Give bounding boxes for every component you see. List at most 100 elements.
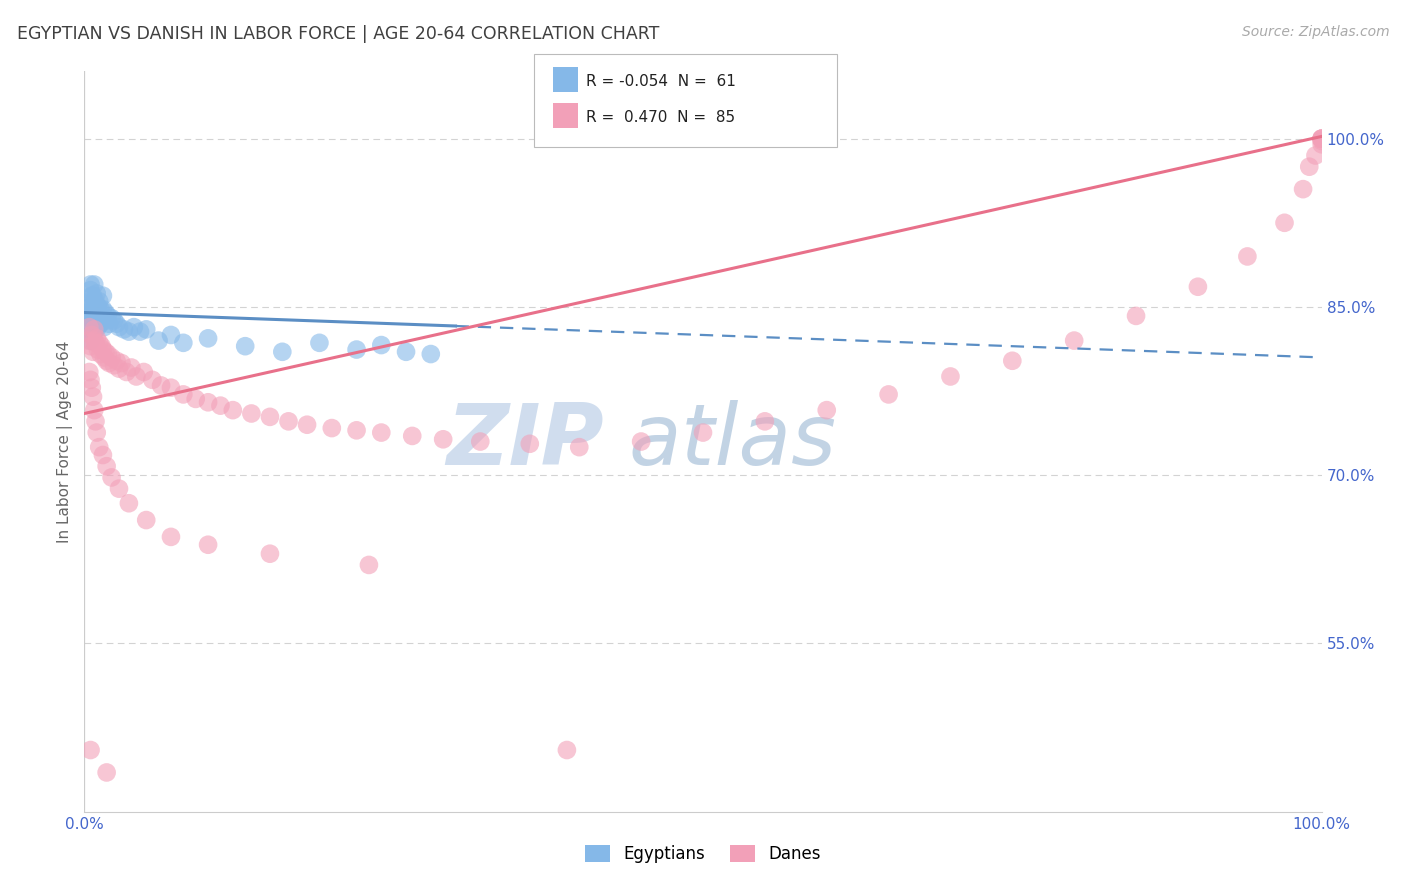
Point bbox=[86, 331, 108, 345]
Point bbox=[77, 317, 100, 331]
Point bbox=[89, 294, 111, 309]
Point bbox=[96, 459, 118, 474]
Point bbox=[432, 432, 454, 446]
Point bbox=[271, 344, 294, 359]
Point bbox=[79, 334, 101, 348]
Point bbox=[79, 277, 101, 292]
Point bbox=[1310, 131, 1333, 145]
Point bbox=[370, 338, 392, 352]
Point bbox=[86, 313, 108, 327]
Point bbox=[470, 434, 492, 449]
Point bbox=[630, 434, 652, 449]
Point bbox=[692, 425, 714, 440]
Point bbox=[118, 325, 141, 339]
Point bbox=[141, 373, 163, 387]
Point bbox=[1292, 182, 1315, 196]
Text: Source: ZipAtlas.com: Source: ZipAtlas.com bbox=[1241, 25, 1389, 39]
Point bbox=[77, 305, 100, 319]
Point bbox=[80, 305, 103, 319]
Point bbox=[108, 482, 131, 496]
Point bbox=[82, 344, 104, 359]
Point bbox=[84, 335, 107, 350]
Point bbox=[1298, 160, 1320, 174]
Point bbox=[94, 305, 117, 319]
Point bbox=[148, 334, 170, 348]
Point bbox=[160, 530, 183, 544]
Point bbox=[1310, 134, 1333, 148]
Point bbox=[89, 311, 111, 326]
Point bbox=[103, 313, 125, 327]
Text: EGYPTIAN VS DANISH IN LABOR FORCE | AGE 20-64 CORRELATION CHART: EGYPTIAN VS DANISH IN LABOR FORCE | AGE … bbox=[17, 25, 659, 43]
Point bbox=[97, 309, 120, 323]
Point bbox=[233, 339, 256, 353]
Point bbox=[80, 289, 103, 303]
Point bbox=[108, 361, 131, 376]
Point bbox=[1305, 148, 1327, 162]
Point bbox=[135, 513, 157, 527]
Point bbox=[172, 387, 194, 401]
Point bbox=[135, 322, 157, 336]
Point bbox=[86, 286, 108, 301]
Point bbox=[80, 381, 103, 395]
Point bbox=[97, 347, 120, 361]
Point bbox=[90, 311, 112, 326]
Point bbox=[84, 414, 107, 428]
Point bbox=[79, 373, 101, 387]
Point bbox=[370, 425, 392, 440]
Point bbox=[91, 289, 114, 303]
Legend: Egyptians, Danes: Egyptians, Danes bbox=[578, 838, 828, 870]
Point bbox=[1063, 334, 1085, 348]
Point bbox=[90, 339, 112, 353]
Point bbox=[79, 339, 101, 353]
Point bbox=[79, 743, 101, 757]
Point bbox=[93, 320, 115, 334]
Point bbox=[1310, 131, 1333, 145]
Point bbox=[115, 365, 138, 379]
Point bbox=[100, 351, 122, 365]
Y-axis label: In Labor Force | Age 20-64: In Labor Force | Age 20-64 bbox=[58, 341, 73, 542]
Point bbox=[197, 331, 219, 345]
Point bbox=[79, 294, 101, 309]
Text: R =  0.470  N =  85: R = 0.470 N = 85 bbox=[586, 110, 735, 125]
Point bbox=[79, 283, 101, 297]
Point bbox=[110, 356, 132, 370]
Point bbox=[295, 417, 318, 432]
Point bbox=[519, 437, 541, 451]
Point bbox=[87, 320, 110, 334]
Point bbox=[96, 313, 118, 327]
Point bbox=[79, 320, 101, 334]
Point bbox=[79, 300, 101, 314]
Point bbox=[555, 743, 578, 757]
Point bbox=[91, 313, 114, 327]
Point bbox=[83, 277, 105, 292]
Point bbox=[91, 343, 114, 357]
Point bbox=[222, 403, 245, 417]
Point bbox=[259, 409, 281, 424]
Point bbox=[77, 334, 100, 348]
Point bbox=[112, 322, 135, 336]
Point bbox=[86, 302, 108, 317]
Point bbox=[877, 387, 900, 401]
Point bbox=[96, 765, 118, 780]
Point bbox=[89, 335, 111, 350]
Point bbox=[125, 369, 148, 384]
Point bbox=[87, 343, 110, 357]
Text: ZIP: ZIP bbox=[446, 400, 605, 483]
Point bbox=[80, 328, 103, 343]
Point bbox=[132, 365, 155, 379]
Point bbox=[100, 470, 122, 484]
Point bbox=[100, 311, 122, 326]
Point bbox=[346, 423, 368, 437]
Point bbox=[80, 322, 103, 336]
Point bbox=[150, 378, 173, 392]
Point bbox=[172, 335, 194, 350]
Point bbox=[160, 381, 183, 395]
Point bbox=[83, 317, 105, 331]
Point bbox=[1310, 137, 1333, 152]
Point bbox=[89, 440, 111, 454]
Point bbox=[122, 320, 145, 334]
Point bbox=[96, 353, 118, 368]
Point bbox=[1274, 216, 1296, 230]
Point bbox=[105, 353, 128, 368]
Point bbox=[160, 328, 183, 343]
